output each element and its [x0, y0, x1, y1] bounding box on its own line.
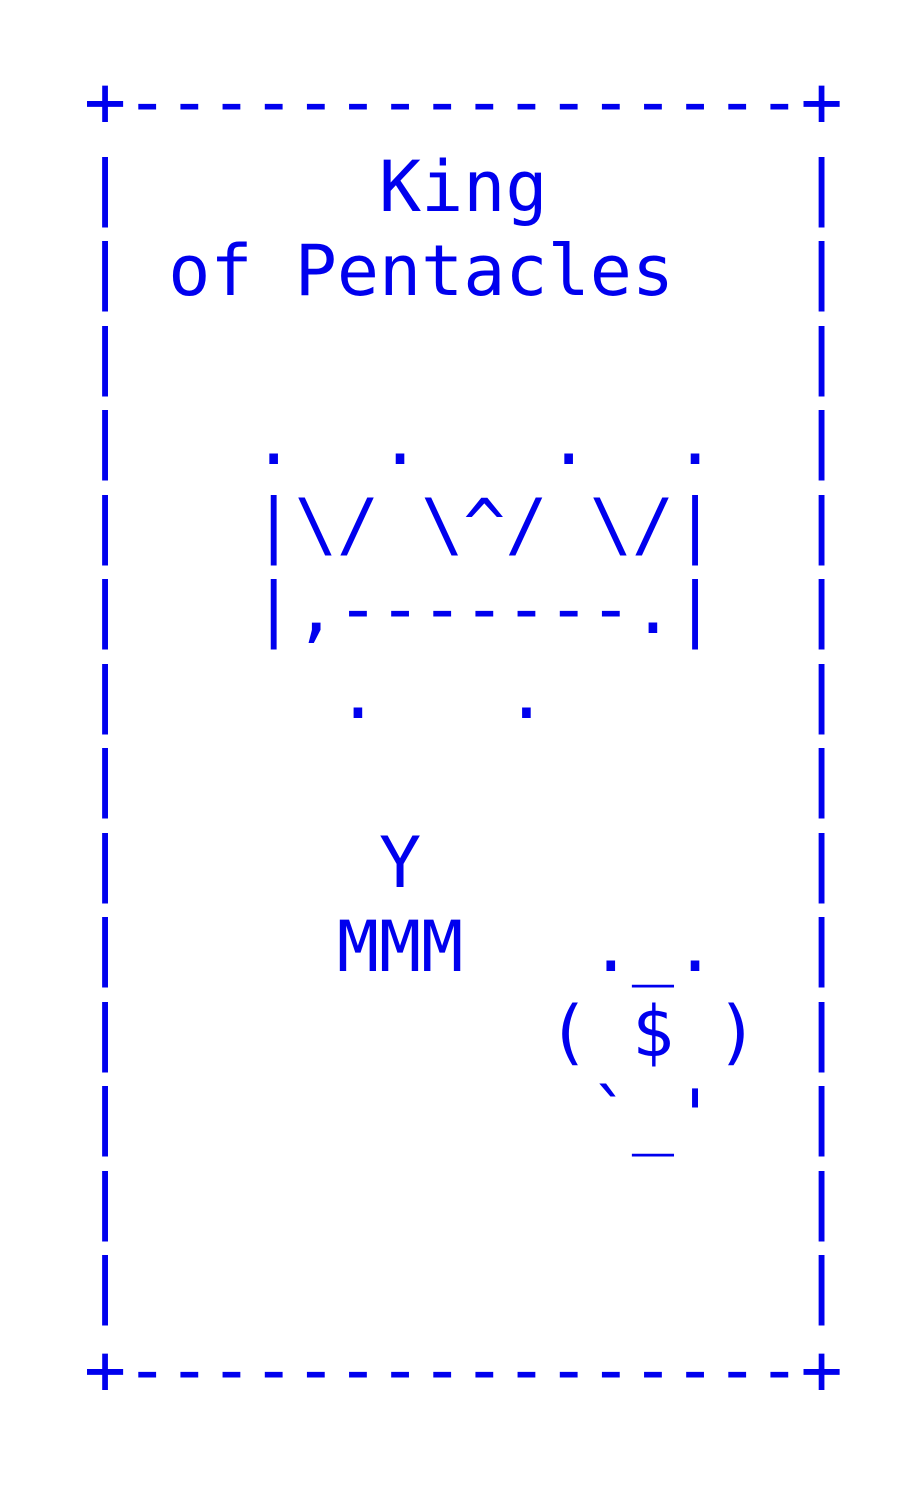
coin-bottom-line: | `_' |	[84, 1075, 843, 1157]
card-top-border: +----------------+	[84, 61, 843, 143]
card-blank-line: | |	[84, 1159, 843, 1242]
crown-points-line: | . . . . |	[84, 399, 843, 481]
card-blank-line: | |	[84, 737, 843, 819]
tarot-card-ascii-art: +----------------+ | King | | of Pentacles…	[84, 60, 843, 1412]
card-blank-line: | |	[84, 314, 843, 397]
card-title-line-1: | King |	[84, 145, 843, 228]
mustache-and-coin-top-line: | MMM ._. |	[84, 906, 843, 988]
eyes-line: | . . |	[84, 652, 843, 735]
crown-band-line: | |,-------.| |	[84, 568, 843, 650]
crown-zigzag-line: | |\/ \^/ \/| |	[84, 483, 843, 566]
coin-middle-line: | ( $ ) |	[84, 990, 843, 1073]
nose-line: | Y |	[84, 821, 843, 904]
card-blank-line: | |	[84, 1244, 843, 1326]
card-bottom-border: +----------------+	[84, 1328, 843, 1411]
card-title-line-2: | of Pentacles |	[84, 230, 843, 312]
